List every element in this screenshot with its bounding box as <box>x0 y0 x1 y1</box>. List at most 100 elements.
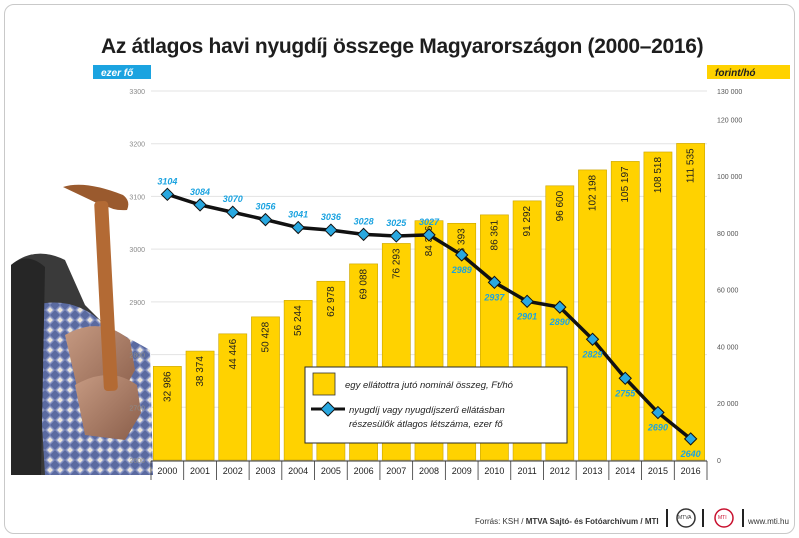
footer-logos <box>666 508 744 528</box>
footer-source-bold: MTVA Sajtó- és Fotóarchívum / MTI <box>525 517 659 526</box>
x-tick-label: 2016 <box>681 466 701 476</box>
bar-value-label: 111 535 <box>686 148 697 183</box>
bar-value-label: 102 198 <box>588 174 599 211</box>
x-tick-label: 2011 <box>517 466 536 476</box>
line-value-label: 3036 <box>321 212 342 222</box>
x-tick-label: 2010 <box>484 466 504 476</box>
left-tick-label: 3300 <box>129 89 145 96</box>
right-tick-label: 120 000 <box>717 117 742 124</box>
bar <box>152 366 182 461</box>
line-point <box>651 405 665 420</box>
left-tick-label: 2700 <box>129 405 145 412</box>
line-point <box>324 223 338 237</box>
x-tick-label: 2014 <box>615 466 635 476</box>
line-series <box>160 187 698 446</box>
x-axis: 2000 2001 2002 2003 2004 2005 2006 2007 2008 2009… <box>150 460 708 480</box>
x-tick-label: 2007 <box>386 466 406 476</box>
bar-value-label: 86 361 <box>489 219 500 250</box>
line-point <box>356 227 371 242</box>
left-tick-label: 2900 <box>129 300 145 307</box>
bar-value-label: 50 428 <box>260 321 271 352</box>
elderly-hands-photo <box>11 184 153 475</box>
x-tick-label: 2012 <box>550 466 570 476</box>
line-value-label: 2989 <box>451 265 472 275</box>
line-value-label: 2937 <box>483 292 505 302</box>
left-tick-label: 3100 <box>129 194 145 201</box>
bar <box>676 143 706 461</box>
line-point <box>520 294 534 309</box>
right-tick-label: 100 000 <box>717 174 742 181</box>
mtva-logo-icon <box>676 508 696 528</box>
x-tick-label: 2001 <box>190 466 210 476</box>
x-tick-label: 2000 <box>157 466 177 476</box>
right-tick-label: 60 000 <box>717 288 739 295</box>
legend-line-label-2: részesülők átlagos létszáma, ezer fő <box>349 419 503 430</box>
line-point <box>454 248 469 262</box>
footer-source: Forrás: KSH / MTVA Sajtó- és Fotóarchívu… <box>475 517 659 526</box>
bar <box>185 350 215 461</box>
bar-value-label: 108 518 <box>653 157 664 194</box>
legend: egy ellátottra jutó nominál összeg, Ft/h… <box>304 366 568 444</box>
x-tick-label: 2013 <box>583 466 603 476</box>
line-point <box>226 205 240 219</box>
right-tick-label: 20 000 <box>717 401 739 408</box>
line-point <box>193 198 207 212</box>
line-point <box>160 187 175 202</box>
line-value-label: 2890 <box>549 317 570 327</box>
left-axis-ticks: 2600 2700 2800 2900 3000 3100 3200 3300 <box>129 89 145 465</box>
left-tick-label: 2800 <box>129 353 145 360</box>
legend-line-label-1: nyugdíj vagy nyugdíjszerű ellátásban <box>349 405 505 416</box>
footer-logo-text-1: MTVA <box>678 515 692 521</box>
x-tick-label: 2003 <box>255 466 275 476</box>
left-tick-label: 3200 <box>129 142 145 149</box>
right-tick-label: 0 <box>717 458 721 465</box>
x-tick-label: 2006 <box>354 466 374 476</box>
bar-value-label: 44 446 <box>228 338 239 369</box>
chart-title: Az átlagos havi nyugdíj összege Magyaror… <box>101 35 704 58</box>
line-value-label: 3084 <box>190 187 210 197</box>
line-value-label: 2901 <box>516 311 537 321</box>
x-tick-label: 2005 <box>321 466 341 476</box>
right-tick-label: 130 000 <box>717 89 742 96</box>
line-point <box>618 371 632 386</box>
x-tick-label: 2015 <box>648 466 668 476</box>
line-point <box>683 432 698 446</box>
line-value-label: 2829 <box>582 349 603 359</box>
right-tick-label: 80 000 <box>717 231 739 238</box>
bar-value-label: 83 393 <box>457 228 468 259</box>
left-tick-label: 2600 <box>129 458 145 465</box>
line-point <box>258 212 273 227</box>
line-value-label: 3025 <box>386 218 407 228</box>
bar <box>218 333 248 461</box>
line-point <box>585 332 600 346</box>
right-tick-label: 40 000 <box>717 344 739 351</box>
bar-value-label: 96 600 <box>555 190 566 221</box>
bar <box>251 316 280 461</box>
x-tick-label: 2008 <box>419 466 439 476</box>
line-labels: 3104 3084 3070 3056 3041 3036 3028 3025 3027 2989… <box>157 176 700 459</box>
line-point <box>487 275 502 290</box>
bar-value-label: 69 088 <box>359 268 370 299</box>
line-point <box>553 300 567 314</box>
right-axis-ticks: 0 20 000 40 000 60 000 80 000 100 000 120 000 1… <box>717 89 742 465</box>
line-point <box>389 229 404 243</box>
left-unit-badge <box>93 65 151 79</box>
footer-logo-text-2: MTI <box>718 515 727 521</box>
line-value-label: 3056 <box>255 202 276 212</box>
line-value-label: 3028 <box>354 216 374 226</box>
right-unit-badge <box>707 65 790 79</box>
bar-labels: 32 986 38 374 44 446 50 428 56 244 62 978 69 0… <box>162 148 696 402</box>
footer-url: www.mti.hu <box>748 517 789 526</box>
x-tick-label: 2009 <box>452 466 472 476</box>
line-value-label: 3041 <box>288 210 308 220</box>
x-tick-label: 2004 <box>288 466 308 476</box>
bar-value-label: 56 244 <box>293 305 304 336</box>
bar <box>578 169 607 461</box>
left-tick-label: 3000 <box>129 247 145 254</box>
mti-logo-icon <box>714 508 734 528</box>
right-unit-label: forint/hó <box>715 68 756 79</box>
chart-canvas: 32 986 38 374 44 446 50 428 56 244 62 978 69 0… <box>11 65 790 528</box>
line-value-label: 2690 <box>647 423 668 433</box>
infographic-frame: 32 986 38 374 44 446 50 428 56 244 62 978 69 0… <box>4 4 795 534</box>
bar-value-label: 38 374 <box>195 356 206 387</box>
